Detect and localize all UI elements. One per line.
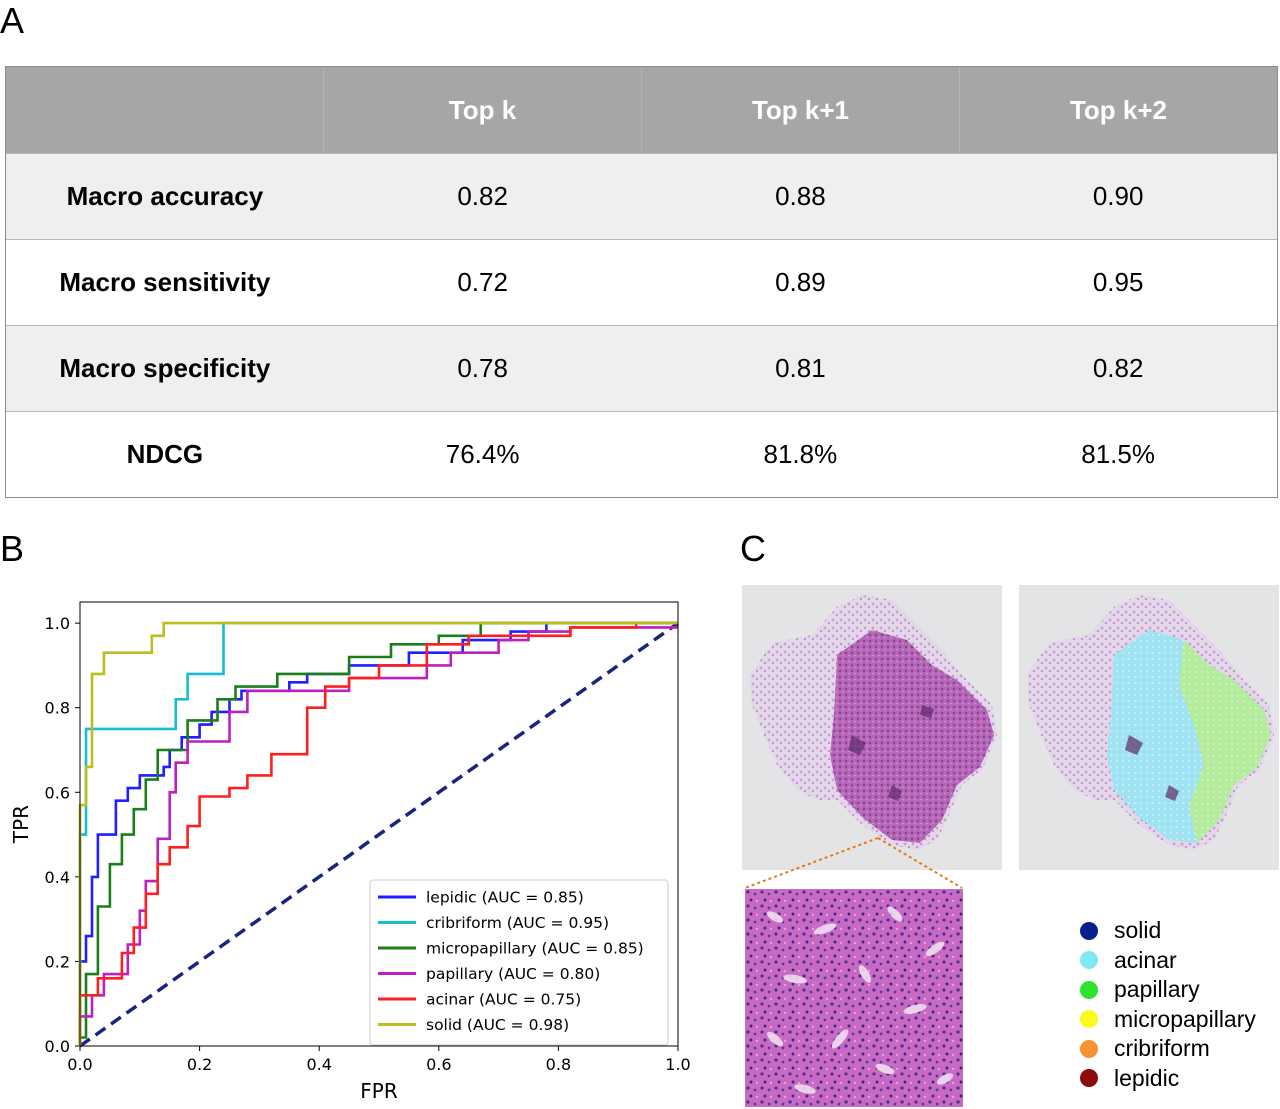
- legend-box: [369, 879, 669, 1046]
- roc-series-group: [78, 621, 678, 1046]
- key-dot-icon: [1080, 921, 1098, 940]
- roc-legend: lepidic (AUC = 0.85) cribriform (AUC = 0.…: [369, 879, 669, 1046]
- roc-chart: 0.0 0.2 0.4 0.6 0.8 1.0 0.0 0.2 0.4 0.6 0.8 1.0 FPR…: [9, 601, 691, 1103]
- row-label: Macro specificity: [59, 353, 271, 383]
- table-cell: 0.82: [1092, 353, 1144, 383]
- table-cell: 0.72: [457, 267, 508, 297]
- row-label: Macro accuracy: [66, 181, 264, 211]
- legend-label: solid (AUC = 0.98): [426, 1016, 569, 1034]
- pattern-color-key: solid acinar papillary micropapillary cr…: [1080, 916, 1256, 1093]
- roc-series-line: [78, 621, 678, 1046]
- roc-series-line: [78, 621, 678, 1046]
- legend-label: cribriform (AUC = 0.95): [426, 914, 609, 932]
- segmentation-overlay-image: [1019, 585, 1279, 870]
- key-label: acinar: [1114, 946, 1177, 973]
- legend-label: acinar (AUC = 0.75): [426, 991, 581, 1009]
- roc-series-line: [78, 621, 678, 1046]
- x-tick-label: 0.2: [187, 1055, 212, 1074]
- roc-y-axis-label: TPR: [9, 805, 33, 844]
- x-tick-label: 0.8: [546, 1055, 571, 1074]
- x-tick-label: 0.6: [426, 1055, 451, 1074]
- table-row: Macro specificity 0.78 0.81 0.82: [6, 325, 1277, 411]
- panel-label-a: A: [0, 0, 25, 41]
- table-header-cell: [6, 67, 323, 153]
- key-item-papillary: papillary: [1080, 975, 1256, 1005]
- table-cell: 0.89: [775, 267, 826, 297]
- he-whole-slide-image: [742, 585, 1002, 870]
- key-dot-icon: [1080, 1010, 1098, 1029]
- table-cell: 81.8%: [763, 439, 838, 469]
- table-row: Macro sensitivity 0.72 0.89 0.95: [6, 239, 1277, 325]
- table-row: NDCG 76.4% 81.8% 81.5%: [6, 411, 1277, 497]
- table-header-cell: Top k+1: [641, 67, 959, 153]
- panel-label-b: B: [0, 528, 25, 569]
- roc-series-line: [78, 626, 678, 1046]
- legend-label: micropapillary (AUC = 0.85): [426, 940, 644, 958]
- roc-plot-frame: [79, 601, 679, 1047]
- key-item-lepidic: lepidic: [1080, 1064, 1256, 1094]
- table-cell: 0.78: [457, 353, 508, 383]
- y-tick-label: 0.2: [45, 952, 70, 971]
- x-tick-label: 0.4: [306, 1055, 331, 1074]
- table-cell: 81.5%: [1081, 439, 1155, 469]
- y-tick-label: 0.8: [45, 699, 70, 718]
- key-item-micropapillary: micropapillary: [1080, 1005, 1256, 1035]
- legend-label: papillary (AUC = 0.80): [426, 965, 600, 983]
- metrics-table: Top k Top k+1 Top k+2 Macro accuracy 0.8…: [5, 66, 1278, 498]
- key-dot-icon: [1080, 1039, 1098, 1058]
- roc-chance-diagonal: [78, 621, 680, 1048]
- row-label: Macro sensitivity: [59, 267, 271, 297]
- table-cell: 76.4%: [445, 439, 520, 469]
- y-tick-label: 0.4: [45, 868, 70, 887]
- y-tick-label: 0.6: [45, 783, 70, 802]
- key-dot-icon: [1080, 951, 1098, 970]
- key-dot-icon: [1080, 1069, 1098, 1088]
- x-tick-label: 0.0: [67, 1055, 92, 1074]
- table-cell: 0.88: [775, 181, 826, 211]
- key-item-cribriform: cribriform: [1080, 1034, 1256, 1064]
- table-cell: 0.81: [775, 353, 826, 383]
- key-label: lepidic: [1114, 1064, 1180, 1091]
- table-cell: 0.82: [457, 181, 508, 211]
- key-item-solid: solid: [1080, 916, 1256, 946]
- table-cell: 0.90: [1092, 181, 1144, 211]
- table-header-cell: Top k+2: [959, 67, 1277, 153]
- key-label: micropapillary: [1114, 1005, 1256, 1032]
- table-cell: 0.95: [1092, 267, 1144, 297]
- zoom-connector-lines: [744, 837, 963, 889]
- chance-line: [78, 621, 680, 1048]
- zoomed-tissue-patch: [745, 889, 963, 1107]
- key-item-acinar: acinar: [1080, 946, 1256, 976]
- y-tick-label: 1.0: [45, 614, 70, 633]
- roc-axis-ticks: 0.0 0.2 0.4 0.6 0.8 1.0 0.0 0.2 0.4 0.6 0.8 1.0: [45, 614, 691, 1074]
- roc-series-line: [78, 621, 678, 1046]
- legend-label: lepidic (AUC = 0.85): [426, 889, 584, 907]
- row-label: NDCG: [126, 439, 204, 469]
- table-row: Macro accuracy 0.82 0.88 0.90: [6, 153, 1277, 239]
- roc-x-axis-label: FPR: [360, 1079, 398, 1103]
- key-label: cribriform: [1114, 1035, 1210, 1062]
- key-dot-icon: [1080, 980, 1098, 999]
- panel-label-c: C: [740, 528, 766, 569]
- key-label: papillary: [1114, 976, 1200, 1003]
- key-label: solid: [1114, 917, 1162, 944]
- x-tick-label: 1.0: [665, 1055, 690, 1074]
- y-tick-label: 0.0: [45, 1037, 70, 1056]
- table-header-cell: Top k: [323, 67, 641, 153]
- table-header-row: Top k Top k+1 Top k+2: [6, 67, 1277, 153]
